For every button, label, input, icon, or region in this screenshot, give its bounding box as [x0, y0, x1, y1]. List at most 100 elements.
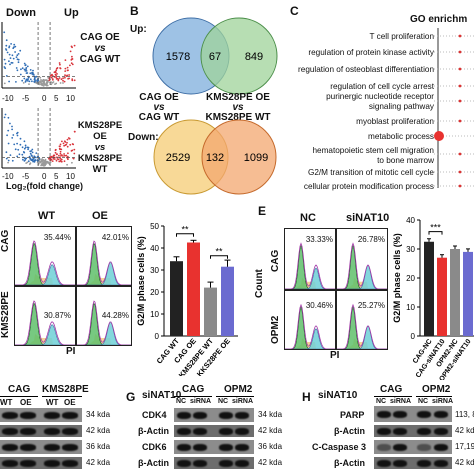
volcano-point [12, 47, 15, 50]
venn-up-title: Up: [130, 24, 147, 35]
volcano-point [35, 156, 37, 159]
volcano-point [17, 148, 20, 151]
venn-down-left-count: 2529 [166, 152, 190, 164]
volcano-point [73, 130, 76, 133]
histogram-s-phase [285, 338, 335, 349]
volcano-point [64, 67, 67, 70]
blot-g-row-2 [174, 425, 254, 437]
blot-g-row-4 [174, 457, 254, 469]
go-term: cellular protein modification process [303, 182, 434, 191]
volcano-point [52, 158, 55, 160]
volcano-point [55, 153, 58, 156]
significance-marker: ** [181, 225, 189, 235]
volcano-point [51, 78, 54, 80]
panel-letter-g: G [126, 390, 136, 404]
bar [221, 266, 234, 336]
volcano-point [29, 150, 32, 153]
volcano-point [28, 80, 31, 83]
volcano-point [13, 43, 16, 46]
volcano-point [14, 148, 17, 151]
blot-g-line-opm [216, 396, 254, 397]
volcano-point [4, 113, 7, 116]
volcano-point [41, 158, 43, 160]
volcano-point [26, 79, 29, 82]
volcano-point [5, 157, 8, 160]
blot-h-row-label: C-Caspase 3 [312, 442, 367, 452]
volcano-point [5, 39, 8, 42]
blot-h-sub: siRNA [432, 398, 454, 405]
go-term: G2/M transition of mitotic cell cycle [307, 168, 434, 177]
bar-ytick: 40 [150, 244, 159, 253]
go-dot [458, 119, 462, 123]
bar [204, 287, 217, 336]
blot-h-col-cag: CAG [380, 384, 403, 395]
volcano-point [11, 128, 14, 131]
volcano-point [5, 44, 8, 47]
volcano-point [37, 155, 39, 158]
volcano-point [22, 151, 25, 153]
volcano-point [31, 80, 33, 83]
volcano-point [28, 155, 31, 158]
volcano-point [67, 69, 69, 72]
volcano-point [33, 160, 36, 162]
bar [424, 241, 434, 336]
bar-ytick: 0 [155, 332, 160, 341]
histogram-s-phase [77, 274, 131, 285]
volcano-point [21, 153, 24, 156]
blot-f-line-cag [0, 396, 38, 397]
go-dot [458, 170, 462, 174]
row-cag-label-e: CAG [270, 249, 281, 272]
blot-g-row-label: CDK4 [142, 410, 167, 420]
panel-a: Down Up CAG OE vs CAG WT -10 -5 0 5 10 K… [0, 0, 122, 192]
volcano-point [21, 146, 24, 149]
volcano-point [32, 73, 35, 76]
volcano-point [8, 53, 11, 56]
volcano-point [39, 76, 42, 79]
volcano-point [23, 62, 26, 65]
bar-ytick: 20 [406, 274, 415, 283]
volcano-point [19, 137, 22, 140]
venn-up: 1578 67 849 [152, 17, 278, 95]
bar-ytick: 50 [150, 222, 159, 231]
venn-down: 2529 132 1099 [153, 119, 277, 195]
go-term: regulation of cell cycle arrest [330, 82, 434, 91]
blot-h-line-opm [416, 396, 452, 397]
histogram-s-phase [285, 277, 335, 289]
volcano-point [51, 81, 54, 84]
volcano-point [54, 71, 57, 74]
volcano-point [50, 83, 53, 86]
volcano-point [47, 80, 49, 83]
volcano-point [71, 149, 74, 152]
row-opm2-label: OPM2 [270, 315, 281, 344]
volcano-point [71, 161, 73, 164]
blot-f-sub: WT [0, 398, 13, 407]
volcano-point [66, 145, 69, 148]
volcano-point [24, 70, 27, 72]
flow-histogram-opm2-nc: 30.46% [284, 290, 336, 350]
volcano-point [68, 74, 70, 76]
volcano-point [19, 73, 22, 76]
blot-f-size: 42 kda [86, 458, 111, 467]
volcano-point [8, 46, 11, 49]
blot-f-row-3 [0, 440, 82, 454]
volcano-point [50, 156, 53, 159]
volcano-point [3, 66, 6, 68]
flow-histogram-cag-oe: 42.01% [76, 226, 132, 286]
histogram-s-phase [77, 334, 131, 345]
histogram-s-phase [15, 274, 75, 285]
volcano-point [54, 149, 57, 152]
volcano-point [18, 153, 21, 156]
volcano-point [15, 67, 18, 69]
volcano-point [21, 67, 24, 70]
volcano-point [69, 64, 71, 67]
panel-b: B Up: 1578 67 849 CAG OE vs CAG WT KMS28… [124, 0, 284, 200]
blot-h-size: 17,19 [455, 442, 474, 451]
volcano-point [62, 155, 64, 157]
up-label: Up [64, 7, 79, 19]
panel-letter-h: H [302, 390, 311, 404]
volcano-xlabel: Log₂(fold change) [6, 181, 83, 191]
volcano-point [59, 143, 62, 146]
histogram-fit-line [285, 303, 335, 349]
down-label: Down [6, 7, 36, 19]
histogram-g2-peak [337, 325, 387, 349]
